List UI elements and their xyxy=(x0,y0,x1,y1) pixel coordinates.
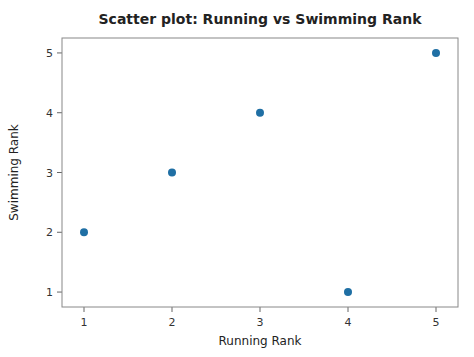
chart-container: 1 2 3 4 5 1 2 3 4 5 Scatter plot: Running vs Swimm… xyxy=(0,0,474,357)
y-tick-label: 4 xyxy=(46,107,53,120)
point xyxy=(80,228,88,236)
x-tick xyxy=(436,307,437,312)
chart: 1 2 3 4 5 1 2 3 4 5 Scatter plot: Running vs Swimm… xyxy=(0,0,474,357)
point xyxy=(432,49,440,57)
x-tick xyxy=(84,307,85,312)
y-tick xyxy=(57,112,62,113)
title: Scatter plot: Running vs Swimming Rank xyxy=(99,11,423,27)
y-axis-label: Swimming Rank xyxy=(7,124,21,221)
y-tick xyxy=(57,52,62,53)
y-tick-label: 5 xyxy=(46,47,53,60)
y-tick xyxy=(57,172,62,173)
point xyxy=(256,109,264,117)
y-tick-label: 1 xyxy=(46,286,53,299)
points xyxy=(80,49,440,296)
point xyxy=(168,169,176,177)
plot-frame xyxy=(62,38,458,307)
plot-background xyxy=(62,38,458,307)
x-tick-label: 4 xyxy=(345,316,352,329)
y-tick-label: 2 xyxy=(46,226,53,239)
x-axis-label: Running Rank xyxy=(219,334,302,348)
x-tick xyxy=(348,307,349,312)
x-tick-label: 1 xyxy=(81,316,88,329)
x-tick-label: 5 xyxy=(433,316,440,329)
axes: 1 2 3 4 5 1 2 3 4 5 xyxy=(46,38,458,329)
x-tick xyxy=(172,307,173,312)
y-tick xyxy=(57,232,62,233)
x-tick-label: 3 xyxy=(257,316,264,329)
y-tick xyxy=(57,292,62,293)
y-tick-label: 3 xyxy=(46,167,53,180)
point xyxy=(344,288,352,296)
x-tick xyxy=(260,307,261,312)
x-tick-label: 2 xyxy=(169,316,176,329)
